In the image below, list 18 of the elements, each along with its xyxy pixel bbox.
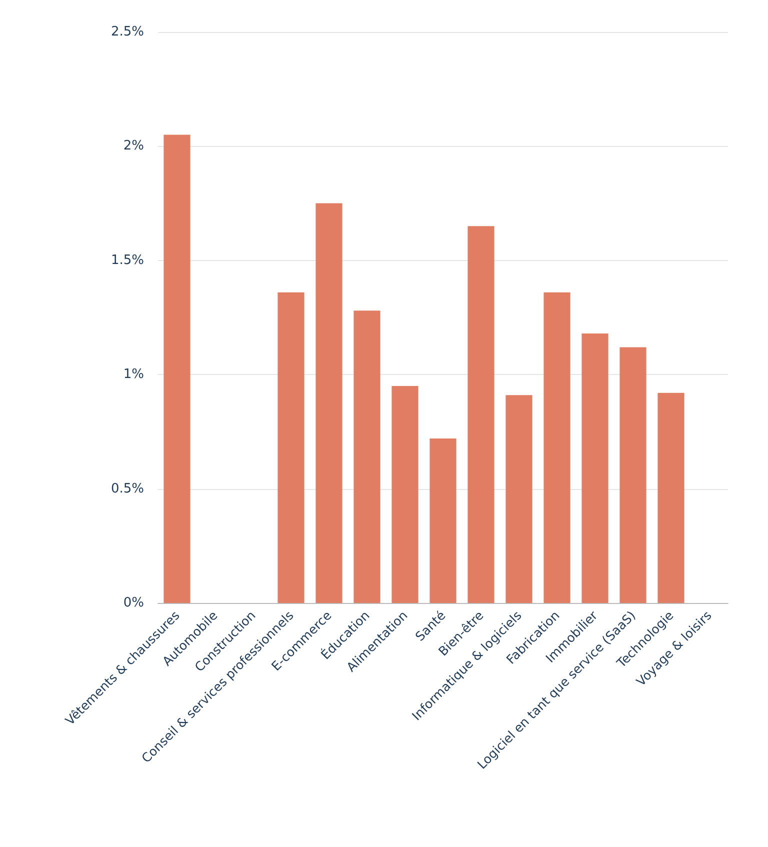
y-tick-label: 0.5%	[110, 481, 144, 496]
bar	[430, 438, 456, 603]
bar	[468, 226, 494, 603]
bar	[164, 134, 190, 603]
bar	[354, 310, 380, 603]
y-tick-label: 1.5%	[110, 252, 144, 268]
bar	[278, 292, 304, 603]
y-tick-label: 1%	[123, 367, 144, 382]
bar	[316, 203, 342, 603]
bar	[392, 386, 418, 603]
bar	[620, 347, 646, 603]
y-tick-label: 0%	[123, 596, 144, 610]
bar	[506, 395, 532, 603]
bar	[658, 392, 684, 603]
bar	[582, 333, 608, 603]
y-tick-label: 2%	[123, 138, 144, 154]
bar	[544, 292, 570, 603]
y-tick-label: 2.5%	[110, 24, 144, 40]
